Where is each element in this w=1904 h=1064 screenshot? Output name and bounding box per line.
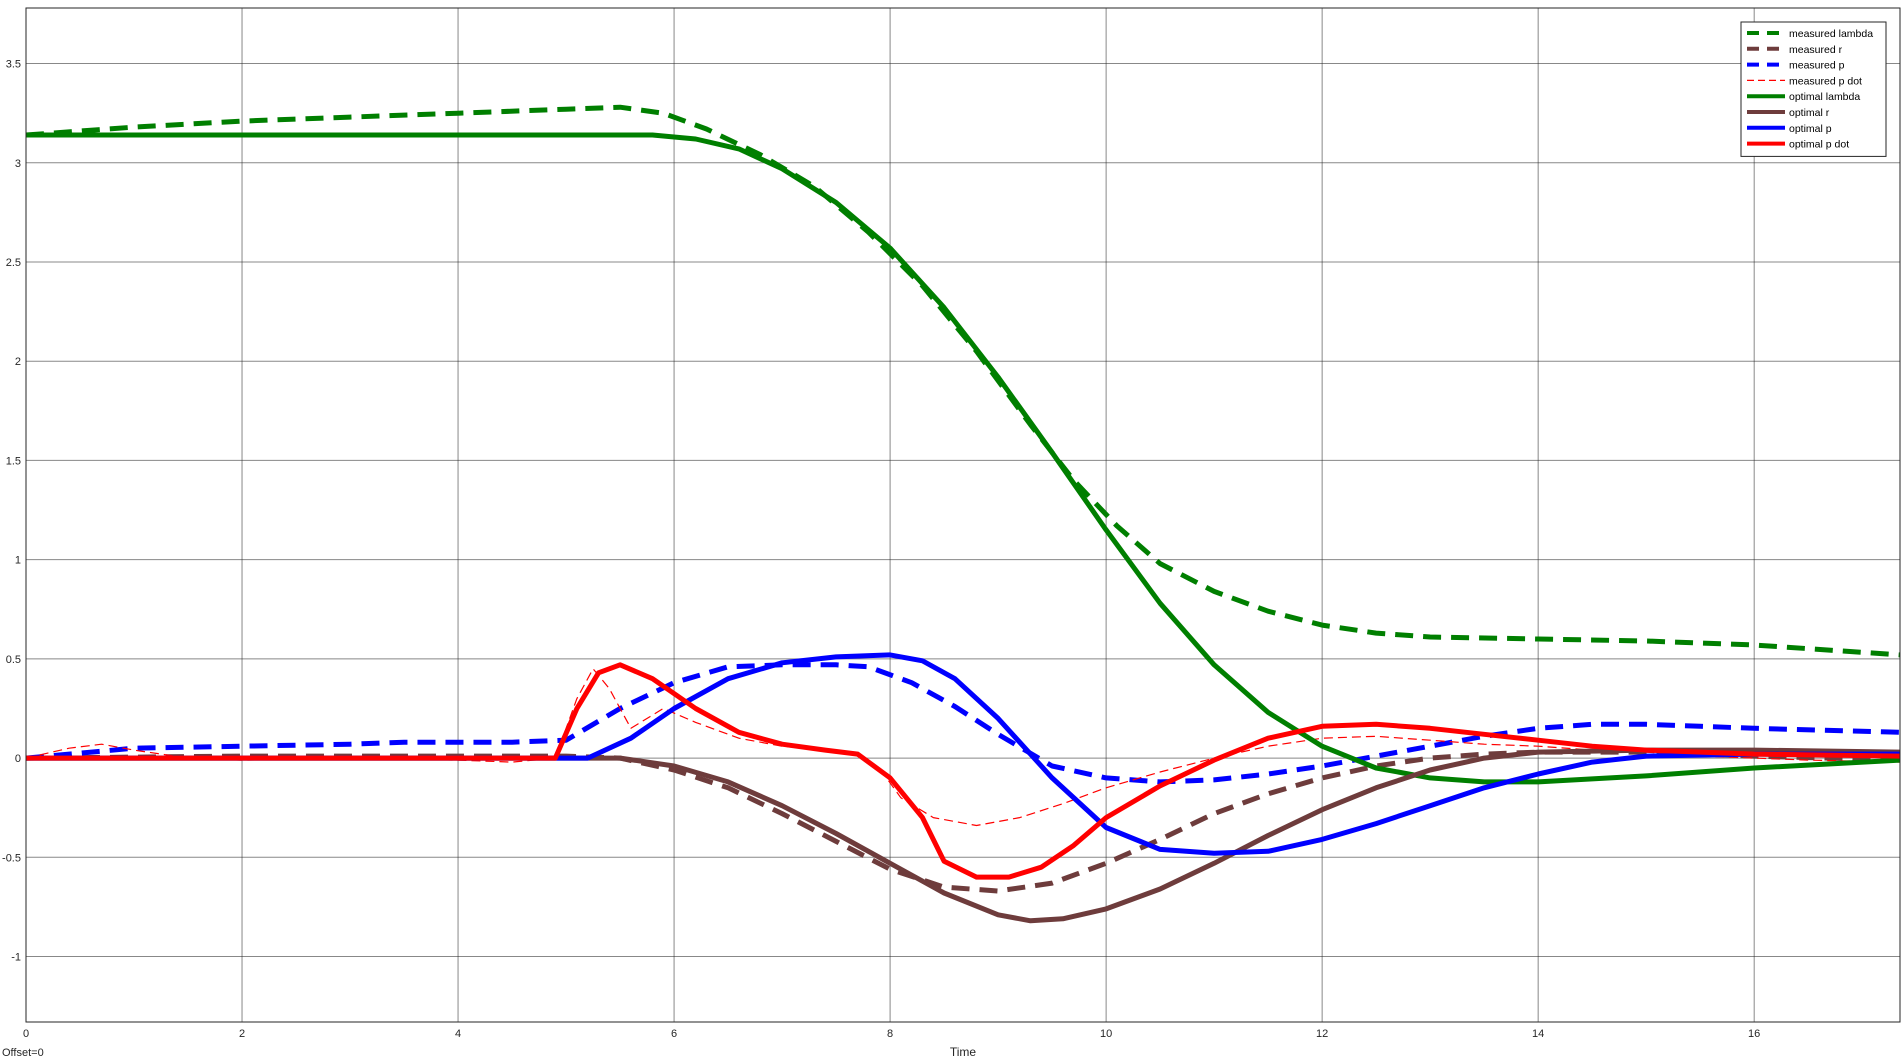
x-tick-label: 16 xyxy=(1748,1028,1760,1040)
x-tick-label: 2 xyxy=(239,1028,245,1040)
y-tick-label: -1 xyxy=(11,952,21,964)
legend-entry-label: measured r xyxy=(1789,44,1843,56)
y-tick-label: 0 xyxy=(15,753,21,765)
y-tick-label: 0.5 xyxy=(6,654,21,666)
x-tick-label: 4 xyxy=(455,1028,461,1040)
series-line-optimal-r xyxy=(26,747,1901,924)
axes-frame xyxy=(25,7,1901,1023)
legend-box xyxy=(1740,21,1887,157)
y-tick-label: 1.5 xyxy=(6,455,21,467)
series-line-optimal-p xyxy=(26,652,1900,856)
series-line-measured-p xyxy=(25,662,1901,785)
x-tick-label: 12 xyxy=(1316,1028,1328,1040)
y-tick-label: 3.5 xyxy=(6,59,21,71)
y-tick-label: 2.5 xyxy=(6,257,21,269)
x-tick-label: 10 xyxy=(1100,1028,1112,1040)
legend[interactable]: measured lambda measured r measured p measu… xyxy=(1740,21,1887,157)
x-tick-label: 0 xyxy=(23,1028,29,1040)
y-tick-label: 1 xyxy=(15,555,21,567)
legend-entry-label: measured lambda xyxy=(1789,28,1873,40)
y-tick-label: 3 xyxy=(15,158,21,170)
x-tick-label: 8 xyxy=(887,1028,893,1040)
x-tick-label: 6 xyxy=(671,1028,677,1040)
y-tick-label: -0.5 xyxy=(2,852,21,864)
x-tick-label: 14 xyxy=(1532,1028,1544,1040)
offset-label: Offset=0 xyxy=(2,1047,44,1059)
y-tick-label: 2 xyxy=(15,356,21,368)
tick-labels: 0 2 4 6 8 10 12 14 16 -1 -0.5 0 0.5 1 1.5 2 2.5 3 3.5 xyxy=(2,59,1760,1040)
legend-entry-label: optimal p dot xyxy=(1789,139,1849,151)
legend-entry-label: optimal r xyxy=(1789,107,1830,119)
legend-entry-label: optimal lambda xyxy=(1789,91,1860,103)
x-axis-label: Time xyxy=(950,1045,977,1059)
legend-entry-label: measured p xyxy=(1789,60,1845,72)
legend-entry-label: measured p dot xyxy=(1789,75,1862,87)
legend-entry-label: optimal p xyxy=(1789,123,1832,135)
plot-series xyxy=(25,104,1901,924)
series-line-optimal-p-dot xyxy=(26,662,1901,880)
